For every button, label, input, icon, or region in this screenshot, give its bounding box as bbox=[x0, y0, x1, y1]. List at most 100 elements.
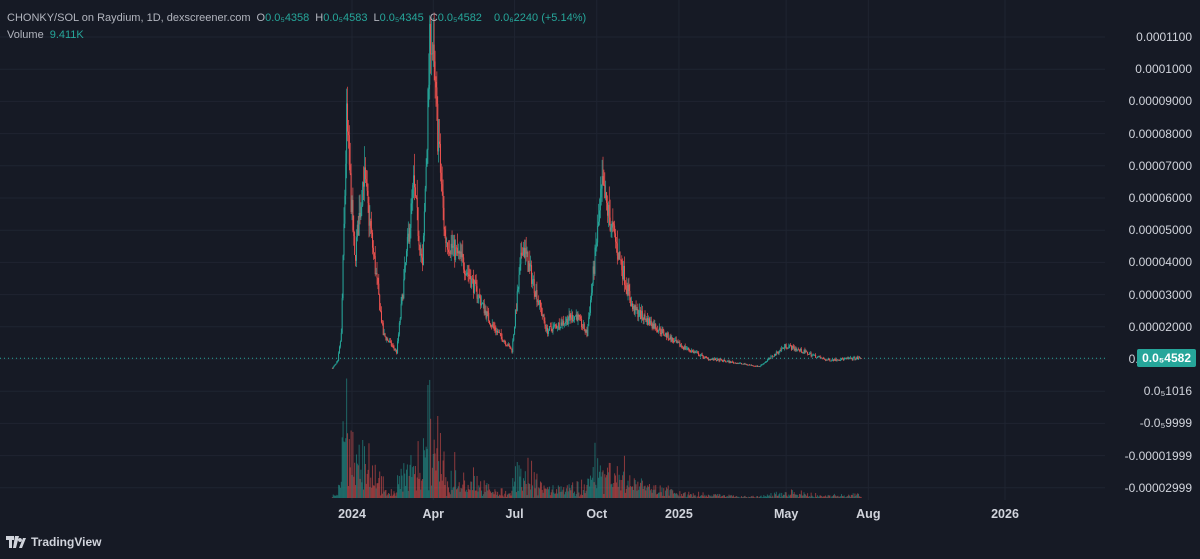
volume-bar bbox=[488, 484, 490, 498]
volume-bar bbox=[415, 490, 417, 498]
volume-bar bbox=[408, 475, 410, 498]
candle-body bbox=[375, 273, 377, 275]
volume-bar bbox=[853, 496, 855, 498]
candle-body bbox=[472, 279, 474, 293]
candle-body bbox=[574, 315, 576, 317]
candle-body bbox=[619, 251, 621, 260]
volume-bar bbox=[431, 485, 433, 498]
volume-bar bbox=[364, 446, 366, 498]
volume-bar bbox=[422, 438, 424, 498]
volume-legend: Volume 9.411K bbox=[7, 29, 84, 41]
candle-body bbox=[371, 228, 373, 233]
volume-bar bbox=[400, 468, 402, 498]
volume-bar bbox=[518, 465, 520, 498]
candle-body bbox=[854, 357, 856, 360]
volume-bar bbox=[781, 492, 783, 498]
volume-bar bbox=[384, 490, 386, 498]
candle-body bbox=[480, 297, 482, 306]
candle-body bbox=[757, 366, 759, 368]
candle-body bbox=[547, 327, 549, 334]
volume-bar bbox=[736, 496, 738, 498]
volume-bar bbox=[603, 493, 605, 498]
candle-body bbox=[732, 362, 734, 364]
candle-body bbox=[682, 346, 684, 348]
volume-bar bbox=[734, 496, 736, 498]
candle-body bbox=[618, 251, 620, 260]
volume-bar bbox=[439, 481, 441, 498]
volume-bar bbox=[785, 492, 787, 498]
volume-bar bbox=[852, 493, 854, 498]
volume-bar bbox=[591, 477, 593, 498]
candle-body bbox=[400, 303, 402, 319]
candle-body bbox=[465, 272, 467, 276]
volume-bar bbox=[640, 478, 642, 498]
volume-bar bbox=[707, 496, 709, 498]
volume-bar bbox=[593, 482, 595, 498]
candle-body bbox=[568, 314, 570, 321]
candle-body bbox=[630, 300, 632, 307]
volume-bar bbox=[436, 448, 438, 498]
candle-body bbox=[485, 310, 487, 318]
candle-body bbox=[714, 358, 716, 361]
volume-bar bbox=[677, 495, 679, 498]
volume-bar bbox=[667, 485, 669, 498]
candle-body bbox=[846, 358, 848, 359]
tradingview-logo[interactable]: TradingView bbox=[6, 535, 101, 549]
candle-body bbox=[627, 284, 629, 295]
volume-bar bbox=[623, 471, 625, 498]
volume-bar bbox=[417, 441, 419, 498]
candle-body bbox=[368, 203, 370, 226]
volume-bar bbox=[791, 489, 793, 498]
candle-body bbox=[557, 322, 559, 328]
candle-body bbox=[475, 281, 477, 287]
candle-body bbox=[808, 353, 810, 355]
candle-body bbox=[430, 23, 432, 55]
volume-bar bbox=[354, 462, 356, 498]
candle-body bbox=[528, 263, 530, 272]
volume-bar bbox=[819, 495, 821, 498]
candle-body bbox=[440, 172, 442, 185]
volume-bar bbox=[674, 493, 676, 498]
candle-body bbox=[611, 222, 613, 228]
volume-bar bbox=[689, 495, 691, 498]
candle-body bbox=[791, 345, 793, 350]
candle-body bbox=[705, 356, 707, 358]
volume-bar bbox=[564, 494, 566, 498]
volume-bar bbox=[633, 478, 635, 498]
volume-bar bbox=[492, 492, 494, 498]
volume-bar bbox=[599, 465, 601, 498]
volume-bar bbox=[347, 486, 349, 498]
candle-body bbox=[339, 341, 341, 347]
candle-body bbox=[522, 255, 524, 256]
volume-bar bbox=[513, 486, 515, 498]
candle-body bbox=[670, 336, 672, 342]
y-tick-label: 0.00007000 bbox=[1128, 158, 1192, 173]
candle-body bbox=[814, 354, 816, 356]
volume-bar bbox=[612, 487, 614, 498]
volume-bar bbox=[577, 481, 579, 498]
ohlc-key: H bbox=[315, 12, 324, 24]
volume-bar bbox=[808, 496, 810, 498]
volume-bar bbox=[405, 485, 407, 498]
candle-body bbox=[712, 358, 714, 360]
candle-body bbox=[754, 366, 756, 367]
volume-bar bbox=[611, 483, 613, 498]
candle-body bbox=[498, 332, 500, 333]
volume-bar bbox=[840, 496, 842, 498]
volume-bar bbox=[859, 496, 861, 498]
volume-bar bbox=[466, 491, 468, 498]
candle-body bbox=[447, 249, 449, 253]
volume-bar bbox=[523, 480, 525, 498]
volume-bar bbox=[500, 488, 502, 498]
volume-bar bbox=[673, 493, 675, 498]
volume-bar bbox=[399, 488, 401, 498]
volume-bar bbox=[414, 466, 416, 498]
candle-body bbox=[771, 355, 773, 357]
candle-body bbox=[789, 345, 791, 347]
volume-bar bbox=[443, 451, 445, 498]
candle-body bbox=[694, 351, 696, 353]
volume-bar bbox=[458, 482, 460, 498]
candle-body bbox=[834, 358, 836, 361]
candle-body bbox=[436, 87, 438, 104]
